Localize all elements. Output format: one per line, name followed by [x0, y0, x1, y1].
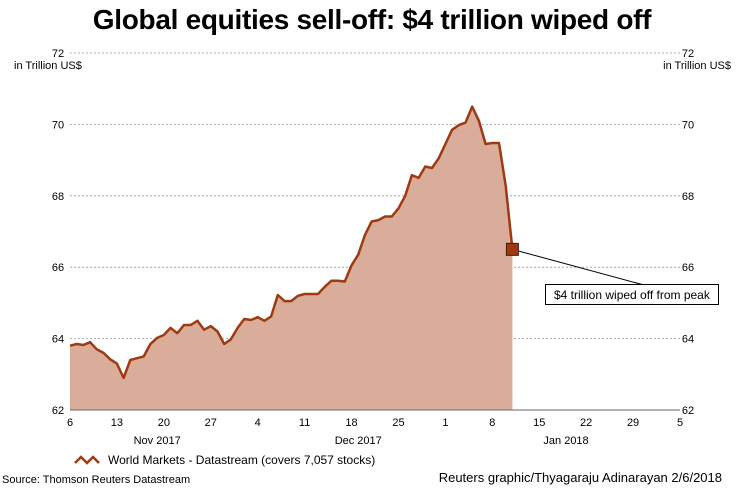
x-tick-label: 27 [205, 417, 217, 429]
y-tick-label-right: 62 [682, 405, 694, 417]
y-tick-label-left: 68 [52, 191, 64, 203]
source-note: Source: Thomson Reuters Datastream [2, 474, 191, 486]
x-tick-label: 18 [345, 417, 357, 429]
y-tick-label-left: 66 [52, 262, 64, 274]
series-fill [70, 106, 513, 410]
y-tick-label-left: 72 [52, 48, 64, 60]
y-tick-label-right: 70 [682, 119, 694, 131]
x-tick-label: 22 [580, 417, 592, 429]
legend-line-swatch [74, 455, 100, 465]
y-tick-label-left: 62 [52, 405, 64, 417]
x-month-label: Jan 2018 [543, 435, 588, 447]
annotation-layer [505, 242, 645, 286]
x-tick-label: 5 [677, 417, 683, 429]
x-tick-label: 11 [299, 417, 310, 429]
y-tick-label-right: 66 [682, 262, 694, 274]
y-tick-label-left: 64 [52, 334, 64, 346]
series-line [69, 105, 514, 380]
x-tick-label: 15 [533, 417, 545, 429]
x-month-label: Dec 2017 [335, 435, 382, 447]
legend-label: World Markets - Datastream (covers 7,057… [108, 453, 376, 467]
y-axis-unit-left: in Trillion US$ [14, 60, 82, 72]
y-tick-label-right: 68 [682, 191, 694, 203]
y-tick-label-left: 70 [52, 119, 64, 131]
x-tick-label: 1 [442, 417, 448, 429]
y-tick-label-right: 64 [682, 334, 694, 346]
x-tick-label: 29 [627, 417, 639, 429]
x-tick-label: 8 [489, 417, 495, 429]
legend: World Markets - Datastream (covers 7,057… [74, 453, 375, 467]
annotation-marker [505, 242, 519, 256]
chart-title: Global equities sell-off: $4 trillion wi… [92, 4, 652, 35]
x-tick-label: 25 [392, 417, 404, 429]
y-tick-label-right: 72 [682, 48, 694, 60]
graphic-credit: Reuters graphic/Thyagaraju Adinarayan 2/… [438, 470, 722, 485]
x-tick-label: 4 [255, 417, 261, 429]
x-tick-label: 6 [67, 417, 73, 429]
x-month-label: Nov 2017 [134, 435, 181, 447]
y-axis-unit-right: in Trillion US$ [663, 60, 731, 72]
x-tick-label: 13 [111, 417, 123, 429]
annotation-label: $4 trillion wiped off from peak [545, 284, 719, 305]
x-tick-label: 20 [158, 417, 170, 429]
series-area [69, 105, 514, 410]
annotation-leader-line [512, 248, 645, 286]
